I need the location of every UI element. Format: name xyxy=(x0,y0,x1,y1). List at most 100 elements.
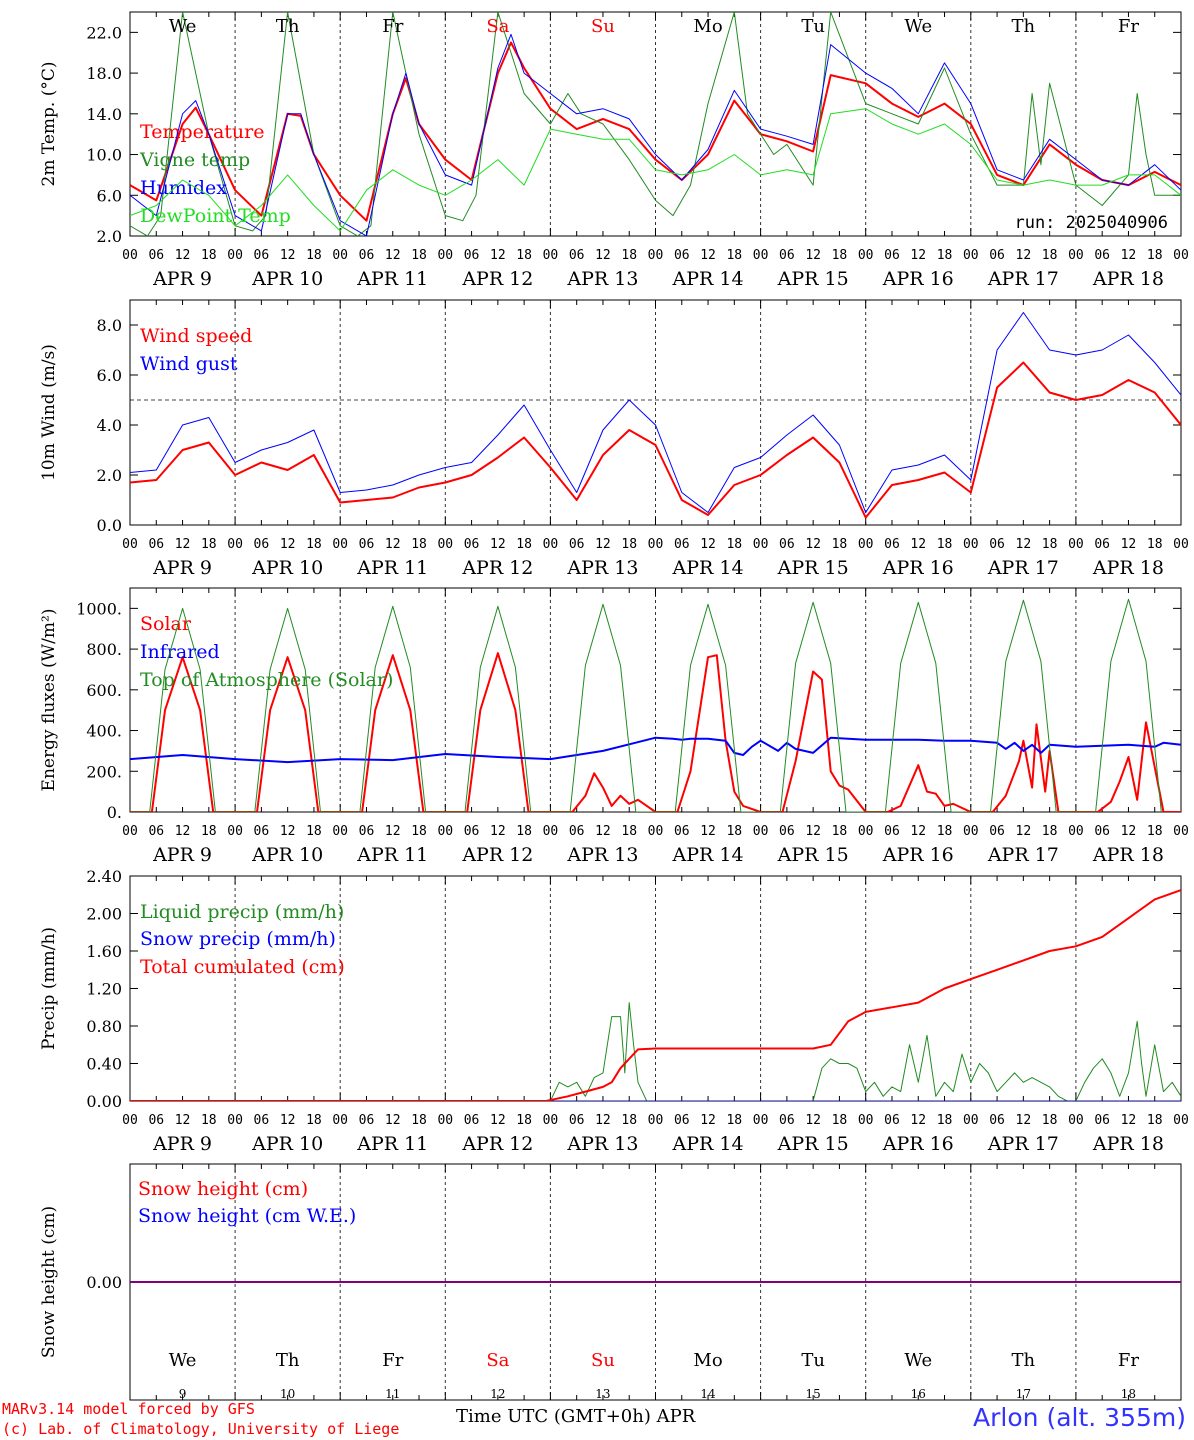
y-tick-label: 1.20 xyxy=(86,980,122,999)
y-axis-label: Precip (mm/h) xyxy=(39,927,59,1050)
hour-tick-label: 06 xyxy=(569,537,585,552)
y-tick-label: 0.80 xyxy=(86,1017,122,1036)
series-line-4-3 xyxy=(130,889,1181,1101)
date-label: APR 9 xyxy=(152,268,212,290)
hour-tick-label: 00 xyxy=(858,824,874,839)
day-number-label: 16 xyxy=(911,1387,926,1401)
date-label: APR 11 xyxy=(356,1133,428,1155)
y-tick-label: 0.00 xyxy=(86,1273,122,1292)
weekday-label-bottom: Su xyxy=(591,1350,615,1371)
y-tick-label: 0.0 xyxy=(97,516,122,535)
hour-tick-label: 18 xyxy=(832,1113,848,1128)
hour-tick-label: 06 xyxy=(464,537,480,552)
hour-tick-label: 18 xyxy=(937,248,953,263)
hour-tick-label: 12 xyxy=(1016,824,1032,839)
weekday-label-bottom: Th xyxy=(276,1350,300,1371)
weekday-label-top: Sa xyxy=(486,16,509,37)
panel-2: 0.0 2.0 4.0 6.0 8.0 10m Wind (m/s) Wind speed W… xyxy=(39,299,1189,579)
hour-tick-label: 00 xyxy=(858,537,874,552)
legend-entry: Wind speed xyxy=(140,325,252,347)
date-label: APR 9 xyxy=(152,1133,212,1155)
date-label: APR 15 xyxy=(777,268,849,290)
hour-tick-label: 12 xyxy=(805,1113,821,1128)
date-label: APR 16 xyxy=(882,268,954,290)
plot-frame xyxy=(129,587,1182,813)
hour-tick-label: 12 xyxy=(700,1113,716,1128)
legend-entry: Total cumulated (cm) xyxy=(140,956,345,978)
hour-tick-label: 06 xyxy=(254,248,270,263)
hour-tick-label: 18 xyxy=(306,824,322,839)
date-label: APR 10 xyxy=(251,844,323,866)
hour-tick-label: 06 xyxy=(464,248,480,263)
hour-tick-label: 12 xyxy=(490,1113,506,1128)
hour-tick-label: 06 xyxy=(569,824,585,839)
day-number-label: 9 xyxy=(179,1387,187,1401)
hour-tick-label: 12 xyxy=(700,824,716,839)
weekday-label-bottom: Sa xyxy=(486,1350,509,1371)
date-label: APR 18 xyxy=(1092,1133,1164,1155)
hour-tick-label: 12 xyxy=(595,824,611,839)
date-label: APR 12 xyxy=(461,557,533,579)
hour-tick-label: 00 xyxy=(1173,1113,1189,1128)
hour-tick-label: 12 xyxy=(805,248,821,263)
hour-tick-label: 00 xyxy=(543,824,559,839)
hour-tick-label: 00 xyxy=(332,537,348,552)
hour-tick-label: 12 xyxy=(700,248,716,263)
hour-tick-label: 00 xyxy=(1068,1113,1084,1128)
hour-tick-label: 18 xyxy=(411,537,427,552)
date-label: APR 12 xyxy=(461,844,533,866)
y-axis-label: Snow height (cm) xyxy=(39,1206,59,1358)
hour-tick-label: 12 xyxy=(280,537,296,552)
hour-tick-label: 12 xyxy=(1121,537,1137,552)
hour-tick-label: 06 xyxy=(359,1113,375,1128)
time-axis-month: APR xyxy=(656,1406,696,1427)
hour-tick-label: 00 xyxy=(437,537,453,552)
hour-tick-label: 18 xyxy=(201,248,217,263)
y-tick-label: 0. xyxy=(107,803,122,822)
weekday-label-top: Su xyxy=(591,16,615,37)
date-label: APR 12 xyxy=(461,1133,533,1155)
date-label: APR 9 xyxy=(152,557,212,579)
hour-tick-label: 18 xyxy=(201,824,217,839)
hour-tick-label: 06 xyxy=(674,1113,690,1128)
hour-tick-label: 12 xyxy=(280,248,296,263)
hour-tick-label: 06 xyxy=(884,1113,900,1128)
hour-tick-label: 18 xyxy=(516,248,532,263)
station-label: Arlon (alt. 355m) xyxy=(973,1403,1186,1432)
hour-tick-label: 00 xyxy=(963,537,979,552)
hour-tick-label: 06 xyxy=(674,248,690,263)
hour-tick-label: 00 xyxy=(648,824,664,839)
hour-tick-label: 06 xyxy=(254,537,270,552)
date-label: APR 17 xyxy=(987,268,1059,290)
date-label: APR 18 xyxy=(1092,557,1164,579)
weekday-label-top: Th xyxy=(1012,16,1036,37)
y-tick-label: 2.40 xyxy=(86,867,122,886)
hour-tick-label: 06 xyxy=(359,248,375,263)
y-tick-label: 200. xyxy=(86,762,122,781)
y-tick-label: 6.0 xyxy=(97,186,122,205)
hour-tick-label: 00 xyxy=(122,1113,138,1128)
date-label: APR 17 xyxy=(987,844,1059,866)
hour-tick-label: 18 xyxy=(411,1113,427,1128)
y-tick-label: 6.0 xyxy=(97,366,122,385)
y-tick-label: 2.0 xyxy=(97,227,122,246)
hour-tick-label: 06 xyxy=(674,824,690,839)
series-line-2-1 xyxy=(130,361,1181,519)
hour-tick-label: 06 xyxy=(148,248,164,263)
hour-tick-label: 18 xyxy=(516,1113,532,1128)
hour-tick-label: 00 xyxy=(227,824,243,839)
date-label: APR 14 xyxy=(672,268,744,290)
hour-tick-label: 06 xyxy=(569,248,585,263)
hour-tick-label: 12 xyxy=(595,1113,611,1128)
time-axis-label-text: Time UTC (GMT+0h) xyxy=(456,1406,651,1427)
hour-tick-label: 00 xyxy=(437,824,453,839)
hour-tick-label: 12 xyxy=(910,537,926,552)
date-label: APR 17 xyxy=(987,1133,1059,1155)
weekday-label-top: We xyxy=(904,16,932,37)
y-tick-label: 2.0 xyxy=(97,466,122,485)
hour-tick-label: 00 xyxy=(227,1113,243,1128)
hour-tick-label: 06 xyxy=(148,824,164,839)
hour-tick-label: 00 xyxy=(1068,248,1084,263)
weekday-label-top: Fr xyxy=(382,16,403,37)
